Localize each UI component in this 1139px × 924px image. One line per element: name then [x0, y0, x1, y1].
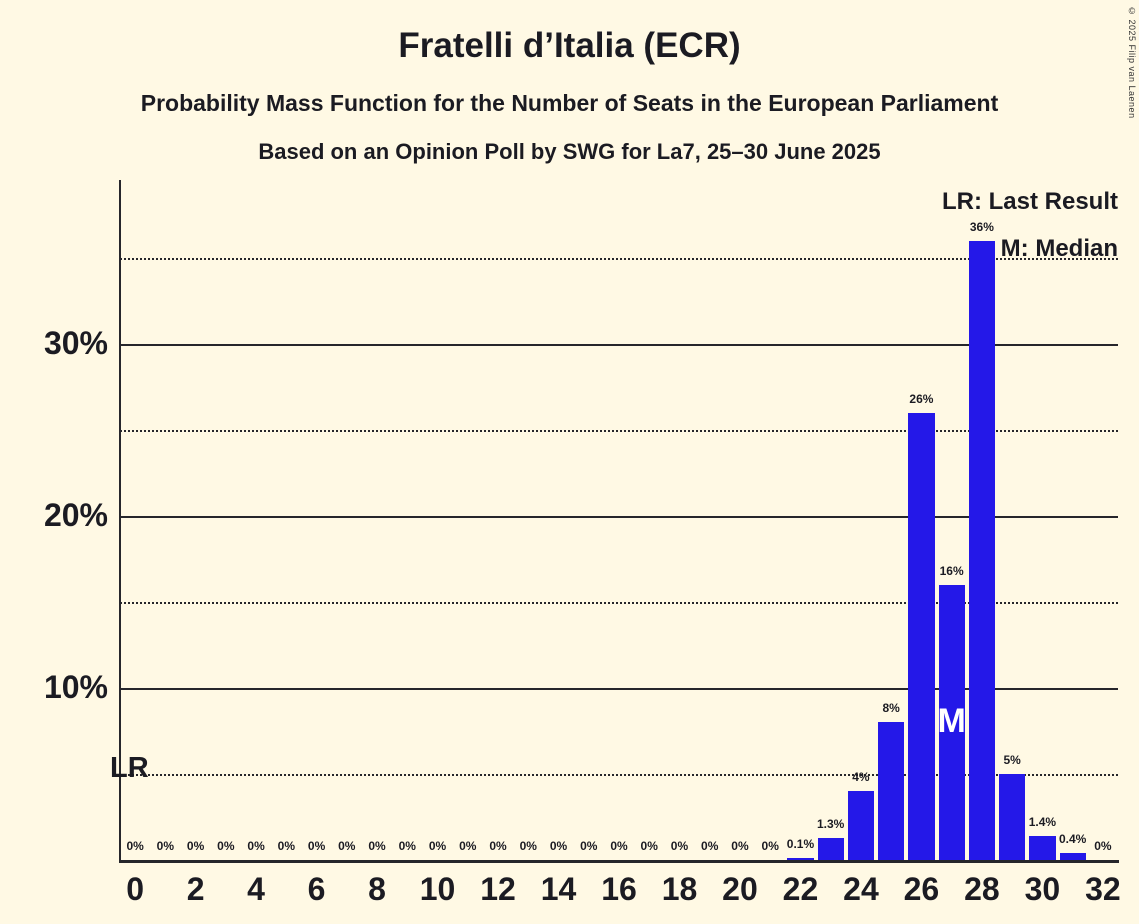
- bar-label-seat-14: 0%: [549, 839, 568, 853]
- x-tick-32: 32: [1085, 871, 1121, 907]
- bar-label-seat-22: 0.1%: [786, 837, 815, 852]
- bar-label-seat-18: 0%: [670, 839, 689, 853]
- gridline-dotted-5pct: [120, 774, 1118, 776]
- bar-label-seat-4: 0%: [247, 839, 265, 853]
- bar-label-seat-32: 0%: [1094, 839, 1112, 853]
- x-tick-24: 24: [843, 871, 879, 907]
- x-tick-2: 2: [186, 871, 205, 907]
- x-tick-28: 28: [964, 871, 1000, 907]
- x-tick-8: 8: [368, 871, 386, 907]
- y-label-30pct: 30%: [43, 325, 108, 361]
- bar-label-seat-29: 5%: [1003, 753, 1021, 767]
- bar-seat-27: [938, 584, 965, 860]
- bar-label-seat-30: 1.4%: [1028, 814, 1057, 829]
- legend-last-result: LR: Last Result: [941, 188, 1118, 215]
- bar-seat-23: [817, 837, 844, 860]
- x-tick-4: 4: [247, 871, 265, 907]
- x-tick-10: 10: [419, 871, 456, 907]
- bar-label-seat-6: 0%: [307, 839, 326, 853]
- gridline-dotted-35pct: [120, 258, 1118, 260]
- bar-label-seat-13: 0%: [519, 839, 537, 853]
- bar-label-seat-21: 0%: [761, 839, 779, 853]
- bar-label-seat-9: 0%: [398, 839, 416, 853]
- x-tick-20: 20: [722, 871, 758, 907]
- bar-label-seat-23: 1.3%: [817, 816, 845, 831]
- x-tick-26: 26: [903, 871, 940, 907]
- bar-seat-28: [968, 240, 996, 860]
- y-axis: [119, 180, 121, 863]
- gridline-solid-10pct: [120, 688, 1118, 690]
- bar-label-seat-10: 0%: [428, 839, 447, 853]
- x-tick-22: 22: [782, 871, 819, 907]
- legend-median: M: Median: [1000, 235, 1118, 262]
- bar-label-seat-25: 8%: [882, 701, 900, 716]
- bar-label-seat-3: 0%: [217, 839, 235, 853]
- bar-label-seat-31: 0.4%: [1058, 832, 1087, 847]
- bar-label-seat-19: 0%: [701, 839, 719, 853]
- bar-label-seat-2: 0%: [186, 839, 205, 853]
- median-marker: M: [937, 702, 966, 741]
- bar-label-seat-1: 0%: [156, 839, 175, 853]
- bar-seat-29: [999, 774, 1026, 860]
- bar-seat-25: [878, 722, 905, 860]
- bar-label-seat-7: 0%: [338, 839, 356, 853]
- bar-label-seat-16: 0%: [610, 839, 628, 853]
- chart-title: Fratelli d’Italia (ECR): [398, 26, 741, 65]
- bar-label-seat-8: 0%: [368, 839, 386, 853]
- x-tick-18: 18: [661, 871, 698, 907]
- x-axis: [119, 860, 1119, 863]
- x-tick-14: 14: [540, 871, 577, 907]
- chart-subtitle-poll: Based on an Opinion Poll by SWG for La7,…: [258, 139, 881, 164]
- bar-label-seat-28: 36%: [969, 219, 994, 234]
- x-tick-16: 16: [601, 871, 637, 907]
- bar-label-seat-20: 0%: [731, 839, 749, 853]
- bar-label-seat-26: 26%: [909, 391, 934, 406]
- gridline-solid-20pct: [120, 516, 1118, 518]
- bar-seat-22: [787, 858, 814, 860]
- bar-label-seat-24: 4%: [852, 770, 870, 785]
- bar-label-seat-0: 0%: [126, 839, 144, 853]
- chart-subtitle: Probability Mass Function for the Number…: [140, 90, 999, 116]
- last-result-marker: LR: [110, 752, 149, 784]
- bar-label-seat-11: 0%: [459, 839, 477, 853]
- x-tick-12: 12: [480, 871, 516, 907]
- bar-label-seat-27: 16%: [939, 563, 964, 578]
- gridline-solid-30pct: [120, 344, 1118, 346]
- copyright-notice: © 2025 Filip van Laenen: [1127, 6, 1137, 119]
- bar-label-seat-17: 0%: [640, 839, 658, 853]
- bar-seat-26: [908, 412, 935, 860]
- gridline-dotted-15pct: [120, 602, 1118, 604]
- bar-label-seat-15: 0%: [580, 839, 598, 853]
- bar-label-seat-12: 0%: [489, 839, 507, 853]
- x-tick-0: 0: [126, 871, 144, 907]
- bar-seat-31: [1059, 853, 1086, 860]
- y-label-20pct: 20%: [43, 497, 108, 533]
- x-tick-30: 30: [1024, 871, 1061, 907]
- bar-label-seat-5: 0%: [277, 839, 295, 853]
- gridline-dotted-25pct: [120, 430, 1118, 432]
- y-label-10pct: 10%: [43, 669, 108, 705]
- bar-seat-30: [1029, 835, 1056, 860]
- x-tick-6: 6: [307, 871, 326, 907]
- bar-seat-24: [847, 791, 875, 860]
